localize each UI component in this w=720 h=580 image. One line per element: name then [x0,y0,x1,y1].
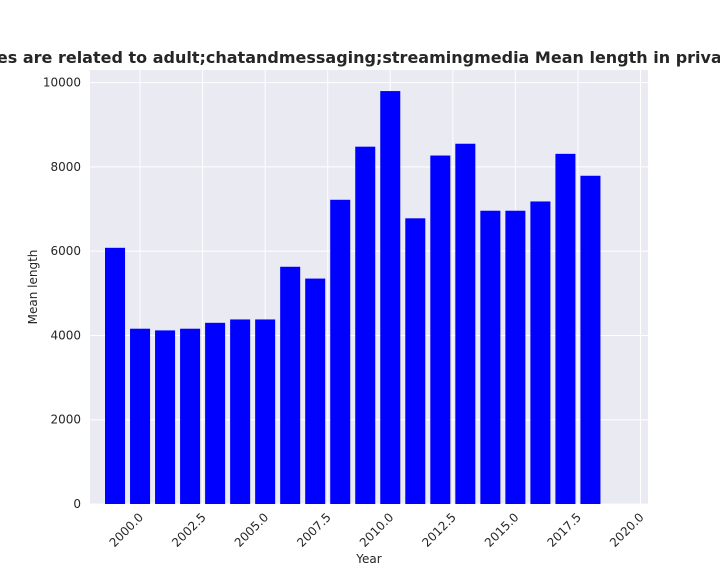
bar [430,155,451,504]
x-tick-label: 2020.0 [607,510,647,550]
x-axis-label: Year [355,552,381,566]
bar [155,330,176,504]
bar [530,201,551,504]
bar [180,328,201,504]
bar [330,199,351,505]
bar [305,278,326,504]
x-tick-label: 2017.5 [544,510,584,550]
y-tick-label: 8000 [50,160,81,174]
y-tick-label: 10000 [43,76,81,90]
bar [355,146,376,504]
bar [480,210,501,504]
y-tick-label: 0 [73,497,81,511]
bar [405,218,426,504]
y-axis-label: Mean length [26,250,40,325]
x-tick-label: 2010.0 [357,510,397,550]
bar [380,91,401,504]
bar [255,319,276,504]
x-tick-label: 2000.0 [107,510,147,550]
bars [105,91,601,505]
x-tick-label: 2002.5 [169,510,209,550]
y-tick-label: 6000 [50,244,81,258]
x-tick-label: 2007.5 [294,510,334,550]
y-tick-label: 2000 [50,413,81,427]
x-tick-label: 2015.0 [482,510,522,550]
bar [455,143,476,505]
bar [205,322,226,504]
bar [130,328,151,504]
bar [230,319,251,504]
x-tick-label: 2012.5 [419,510,459,550]
bar [555,153,576,505]
bar [580,175,601,504]
chart-title: Categories are related to adult;chatandm… [0,48,720,67]
x-tick-label: 2005.0 [232,510,272,550]
bar [505,210,526,504]
bar [280,266,301,504]
bar [105,247,126,504]
y-tick-label: 4000 [50,328,81,342]
